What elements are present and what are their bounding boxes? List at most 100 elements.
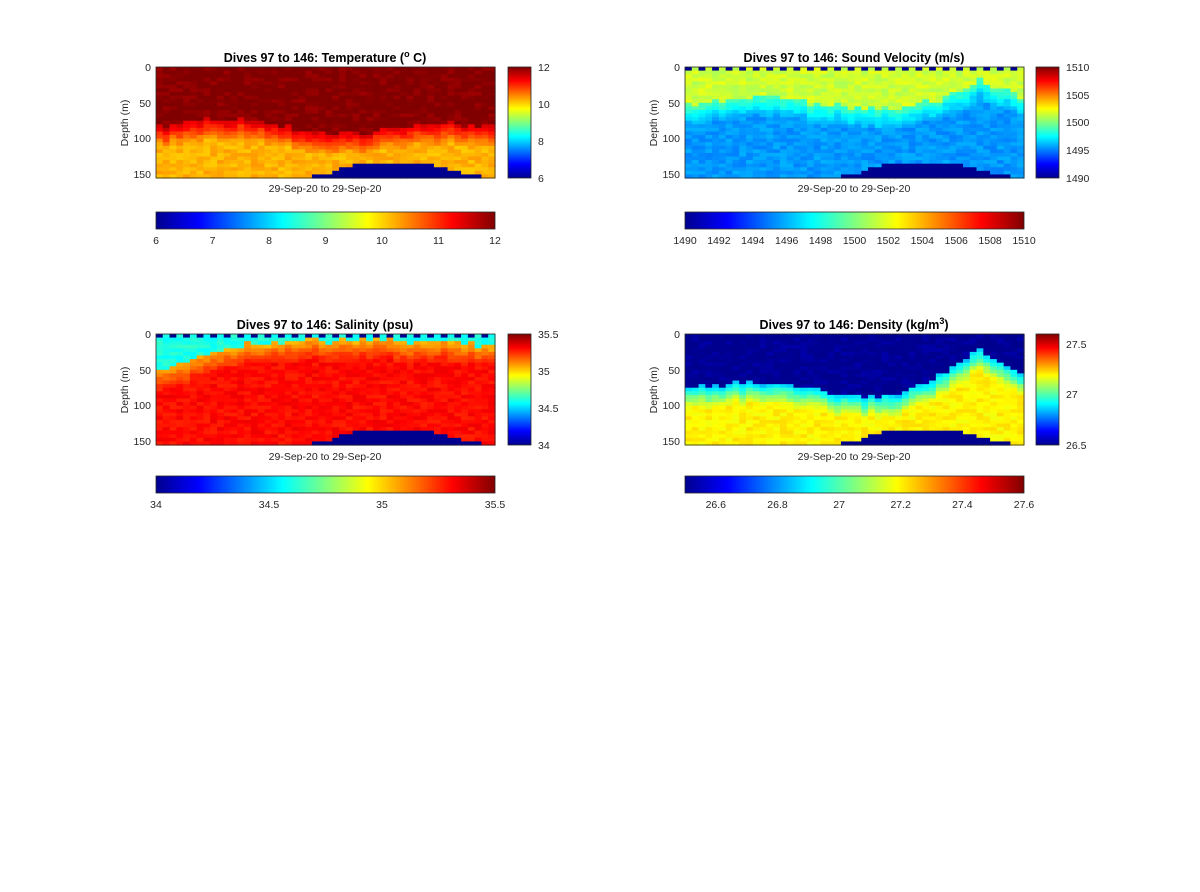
heatmap-cell — [874, 113, 883, 118]
heatmap-cell — [854, 109, 862, 115]
heatmap-cell — [447, 81, 455, 86]
heatmap-cell — [427, 117, 435, 122]
heatmap-cell — [284, 70, 293, 75]
heatmap-cell — [766, 92, 774, 97]
heatmap-cell — [183, 99, 191, 104]
heatmap-cell — [888, 160, 896, 165]
heatmap-cell — [393, 149, 401, 154]
heatmap-cell — [359, 145, 367, 150]
heatmap-cell — [773, 92, 781, 97]
heatmap-cell — [901, 149, 910, 154]
heatmap-cell — [386, 109, 394, 115]
heatmap-cell — [217, 113, 225, 118]
heatmap-cell — [271, 102, 279, 107]
heatmap-cell — [698, 84, 706, 90]
heatmap-cell — [359, 109, 367, 115]
heatmap-cell — [976, 163, 984, 168]
heatmap-cell — [1003, 142, 1012, 147]
heatmap-cell — [705, 156, 713, 161]
heatmap-cell — [291, 99, 299, 104]
heatmap-cell — [834, 95, 842, 100]
heatmap-cell — [169, 416, 177, 421]
heatmap-cell — [746, 109, 754, 115]
heatmap-cell — [1010, 84, 1018, 90]
heatmap-cell — [1010, 102, 1018, 107]
heatmap-cell — [725, 95, 734, 100]
heatmap-cell — [915, 131, 923, 136]
heatmap-cell — [895, 109, 903, 115]
heatmap-cell — [488, 81, 496, 86]
heatmap-cell — [433, 152, 442, 158]
heatmap-cell — [786, 109, 795, 115]
heatmap-cell — [345, 127, 354, 133]
heatmap-cell — [284, 419, 293, 425]
heatmap-cell — [332, 74, 340, 79]
heatmap-cell — [311, 380, 320, 385]
heatmap-cell — [359, 70, 367, 75]
heatmap-cell — [352, 351, 360, 357]
heatmap-cell — [1010, 95, 1018, 100]
salinity-ytick-150: 150 — [133, 436, 151, 448]
panel-density: Dives 97 to 146: Density (kg/m3) 0 50 10… — [648, 316, 1087, 511]
heatmap-cell — [813, 88, 822, 93]
heatmap-cell — [372, 348, 381, 353]
heatmap-cell — [874, 160, 883, 165]
heatmap-cell — [895, 149, 903, 154]
heatmap-cell — [698, 398, 706, 403]
heatmap-cell — [311, 373, 320, 378]
heatmap-cell — [467, 348, 476, 353]
temperature-bottom-tick-8: 8 — [266, 235, 272, 247]
heatmap-cell — [230, 384, 238, 389]
heatmap-cell — [433, 99, 442, 104]
heatmap-cell — [725, 337, 734, 342]
heatmap-cell — [311, 334, 320, 339]
heatmap-cell — [433, 423, 442, 428]
salinity-heatmap — [156, 334, 496, 446]
heatmap-cell — [888, 106, 896, 111]
heatmap-cell — [210, 84, 218, 90]
heatmap-cell — [691, 149, 700, 154]
heatmap-cell — [718, 348, 727, 353]
heatmap-cell — [413, 145, 422, 150]
heatmap-cell — [332, 149, 340, 154]
heatmap-cell — [366, 334, 374, 339]
heatmap-cell — [433, 376, 442, 382]
heatmap-cell — [352, 369, 360, 374]
heatmap-cell — [339, 149, 347, 154]
heatmap-cell — [298, 366, 306, 371]
heatmap-cell — [318, 170, 327, 176]
heatmap-cell — [156, 163, 164, 168]
heatmap-cell — [210, 77, 218, 82]
heatmap-cell — [861, 156, 869, 161]
heatmap-cell — [156, 117, 164, 122]
heatmap-cell — [854, 167, 862, 172]
heatmap-cell — [454, 117, 462, 122]
heatmap-cell — [691, 138, 700, 143]
heatmap-cell — [400, 359, 408, 364]
heatmap-cell — [406, 163, 415, 168]
heatmap-cell — [264, 412, 272, 417]
heatmap-cell — [400, 113, 408, 118]
heatmap-cell — [217, 67, 225, 72]
heatmap-cell — [1017, 84, 1025, 90]
heatmap-cell — [366, 152, 374, 158]
heatmap-cell — [983, 163, 991, 168]
heatmap-cell — [183, 376, 191, 382]
heatmap-cell — [488, 138, 496, 143]
heatmap-cell — [691, 156, 700, 161]
heatmap-cell — [691, 131, 700, 136]
heatmap-cell — [488, 174, 496, 179]
heatmap-cell — [162, 102, 171, 107]
heatmap-cell — [278, 427, 286, 432]
heatmap-cell — [393, 427, 401, 432]
heatmap-cell — [257, 384, 266, 389]
heatmap-cell — [244, 152, 252, 158]
heatmap-cell — [386, 402, 394, 407]
heatmap-cell — [311, 351, 320, 357]
heatmap-cell — [440, 387, 449, 392]
heatmap-cell — [372, 441, 381, 446]
heatmap-cell — [440, 138, 449, 143]
heatmap-cell — [372, 135, 381, 140]
heatmap-cell — [732, 376, 740, 382]
heatmap-cell — [820, 120, 828, 125]
